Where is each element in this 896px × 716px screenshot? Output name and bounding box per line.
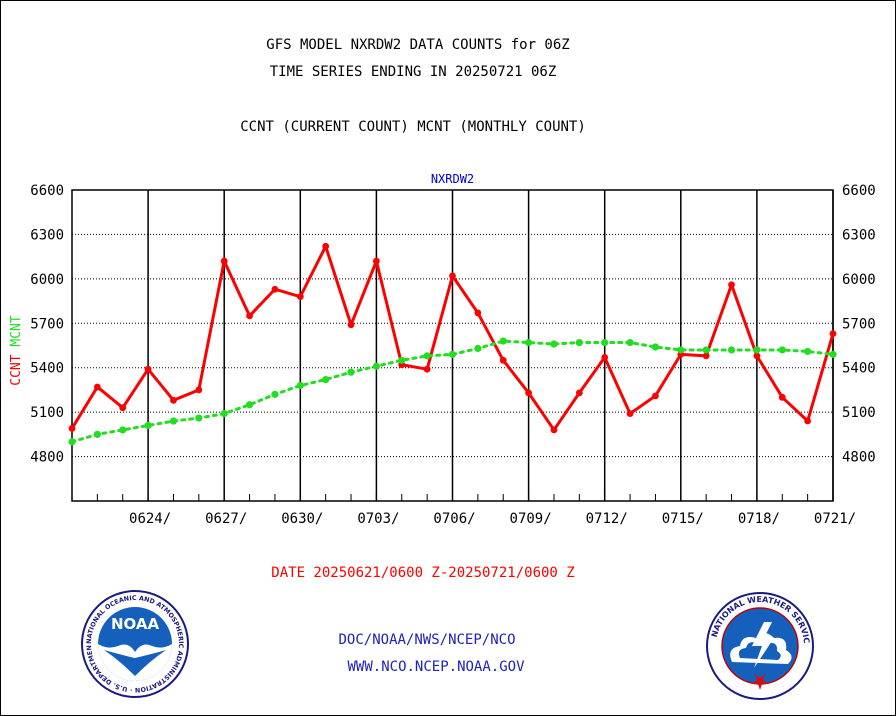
data-point-mcnt	[753, 346, 761, 354]
data-point-ccnt	[296, 293, 304, 301]
data-point-ccnt	[778, 393, 786, 401]
y-axis-label: CCNT MCNT	[9, 315, 24, 386]
panel-title: NXRDW2	[431, 172, 474, 186]
data-point-ccnt	[423, 365, 431, 373]
y-tick-label-left: 5700	[30, 316, 64, 332]
x-tick-label: 0718/	[738, 511, 780, 527]
data-point-ccnt	[626, 410, 634, 418]
y-tick-label-right: 4800	[842, 450, 876, 466]
data-point-mcnt	[169, 417, 178, 425]
data-point-mcnt	[119, 426, 127, 434]
data-point-mcnt	[220, 410, 228, 418]
data-point-ccnt	[499, 356, 507, 364]
data-point-mcnt	[423, 352, 431, 360]
x-tick-label: 0721/	[814, 511, 856, 527]
data-point-mcnt	[322, 375, 330, 384]
data-point-mcnt	[550, 340, 558, 348]
data-point-mcnt	[702, 346, 710, 354]
title-line-1: GFS MODEL NXRDW2 DATA COUNTS for 06Z	[266, 37, 570, 53]
noaa-logo: NATIONAL OCEANIC AND ATMOSPHERIC ADMINIS…	[80, 590, 189, 698]
data-point-mcnt	[271, 390, 279, 398]
data-point-mcnt	[144, 421, 152, 430]
x-tick-label: 0703/	[357, 511, 399, 527]
x-tick-label: 0627/	[205, 511, 247, 527]
data-point-ccnt	[271, 285, 279, 293]
data-point-mcnt	[804, 347, 812, 356]
ylabel-mcnt: MCNT	[9, 315, 24, 346]
data-point-ccnt	[550, 426, 558, 434]
y-tick-label-left: 6600	[30, 183, 64, 199]
y-tick-label-right: 6000	[842, 272, 876, 288]
data-point-mcnt	[93, 430, 101, 438]
nws-logo: NATIONAL WEATHER SERVICE	[704, 592, 814, 700]
y-tick-label-right: 5100	[842, 405, 876, 421]
y-tick-label-right: 5700	[842, 316, 876, 332]
data-point-mcnt	[829, 350, 837, 358]
data-point-mcnt	[245, 401, 254, 409]
data-point-mcnt	[68, 438, 76, 446]
data-point-mcnt	[778, 346, 786, 354]
data-point-ccnt	[575, 389, 583, 397]
x-tick-label: 0712/	[586, 511, 628, 527]
data-point-mcnt	[499, 337, 507, 345]
data-point-ccnt	[449, 272, 456, 280]
data-point-mcnt	[448, 350, 457, 358]
data-point-ccnt	[144, 365, 152, 373]
data-point-mcnt	[575, 338, 583, 347]
title-line-2: TIME SERIES ENDING IN 20250721 06Z	[269, 64, 557, 80]
data-point-ccnt	[753, 352, 761, 360]
y-tick-label-right: 6300	[842, 227, 876, 243]
data-point-mcnt	[651, 343, 660, 351]
data-point-mcnt	[398, 356, 406, 364]
y-tick-label-left: 5400	[30, 361, 64, 377]
data-point-ccnt	[68, 425, 76, 432]
data-point-ccnt	[119, 404, 127, 412]
data-point-mcnt	[195, 414, 203, 422]
x-tick-label: 0630/	[281, 511, 323, 527]
y-tick-label-left: 4800	[30, 450, 64, 466]
data-point-ccnt	[246, 312, 253, 320]
data-point-ccnt	[195, 386, 203, 394]
date-range-label: DATE 20250621/0600 Z-20250721/0600 Z	[271, 565, 575, 581]
data-point-ccnt	[322, 242, 330, 250]
y-tick-label-right: 5400	[842, 361, 876, 377]
data-point-mcnt	[677, 346, 685, 354]
y-tick-label-right: 6600	[842, 183, 876, 199]
noaa-logo-text: NOAA	[111, 615, 160, 633]
x-tick-label: 0709/	[510, 511, 552, 527]
data-point-ccnt	[474, 309, 482, 317]
org-path-link[interactable]: DOC/NOAA/NWS/NCEP/NCO	[338, 632, 516, 648]
y-tick-label-left: 6300	[30, 227, 64, 243]
x-tick-label: 0706/	[433, 511, 475, 527]
data-point-mcnt	[347, 368, 355, 376]
data-point-ccnt	[347, 321, 355, 329]
x-tick-label: 0624/	[129, 511, 171, 527]
data-point-ccnt	[93, 383, 101, 391]
y-tick-label-left: 6000	[30, 272, 64, 288]
data-point-ccnt	[601, 353, 609, 361]
data-point-ccnt	[220, 257, 228, 265]
data-point-mcnt	[474, 344, 482, 353]
data-point-mcnt	[372, 362, 380, 370]
data-point-ccnt	[702, 352, 710, 360]
data-point-mcnt	[727, 346, 736, 354]
data-point-ccnt	[373, 257, 380, 265]
data-point-ccnt	[170, 396, 177, 404]
data-point-mcnt	[296, 381, 304, 390]
y-tick-label-left: 5100	[30, 405, 64, 421]
data-point-ccnt	[652, 392, 659, 400]
x-tick-label: 0715/	[662, 511, 704, 527]
website-link[interactable]: WWW.NCO.NCEP.NOAA.GOV	[347, 659, 525, 675]
time-series-chart: 4800 4800 5100 5100 5400 5400 5700 5700 6000 6000…	[9, 172, 876, 527]
data-point-ccnt	[525, 389, 532, 397]
data-point-mcnt	[601, 338, 609, 347]
data-point-ccnt	[829, 330, 837, 338]
data-point-mcnt	[626, 338, 634, 347]
ylabel-ccnt: CCNT	[9, 354, 24, 385]
data-point-ccnt	[728, 281, 735, 289]
data-point-ccnt	[804, 417, 812, 425]
data-point-mcnt	[525, 338, 533, 347]
chart-subtitle: CCNT (CURRENT COUNT) MCNT (MONTHLY COUNT…	[240, 119, 586, 135]
